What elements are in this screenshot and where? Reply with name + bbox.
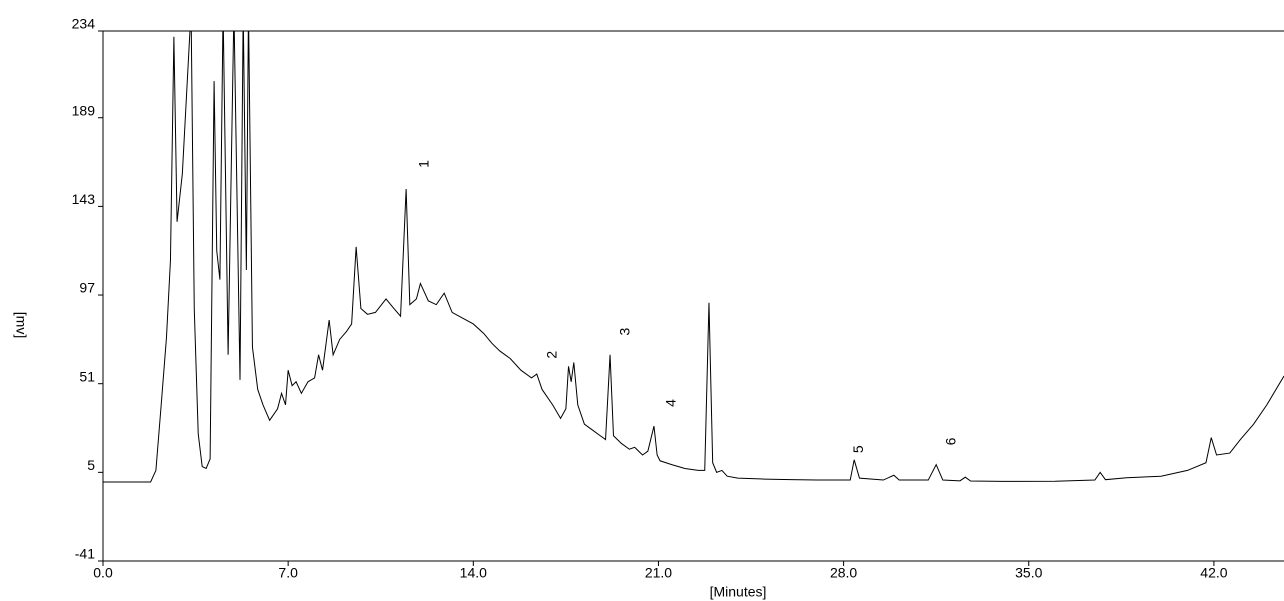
x-tick-label: 42.0: [1200, 565, 1227, 581]
x-tick-label: 7.0: [278, 565, 298, 581]
x-tick-label: 0.0: [93, 565, 113, 581]
peak-annotation: 1: [416, 160, 432, 168]
peak-annotation: 3: [617, 328, 633, 336]
y-axis-label: [mv]: [13, 312, 29, 338]
x-tick-label: 28.0: [830, 565, 857, 581]
y-tick-label: 189: [72, 102, 96, 118]
peak-annotation: 5: [850, 445, 866, 453]
trace-line: [103, 31, 1284, 483]
x-tick-label: 21.0: [645, 565, 672, 581]
y-tick-label: 234: [72, 16, 96, 32]
x-tick-label: 35.0: [1015, 565, 1042, 581]
peak-annotation: 6: [943, 437, 959, 445]
y-tick-label: -41: [75, 546, 95, 562]
x-axis-label: [Minutes]: [710, 584, 767, 600]
y-tick-label: 97: [79, 280, 95, 296]
y-tick-label: 143: [72, 191, 96, 207]
y-tick-label: 51: [79, 368, 95, 384]
y-tick-label: 5: [87, 457, 95, 473]
peak-annotation: 4: [662, 399, 678, 407]
peak-annotation: 2: [543, 351, 559, 359]
x-tick-label: 14.0: [460, 565, 487, 581]
